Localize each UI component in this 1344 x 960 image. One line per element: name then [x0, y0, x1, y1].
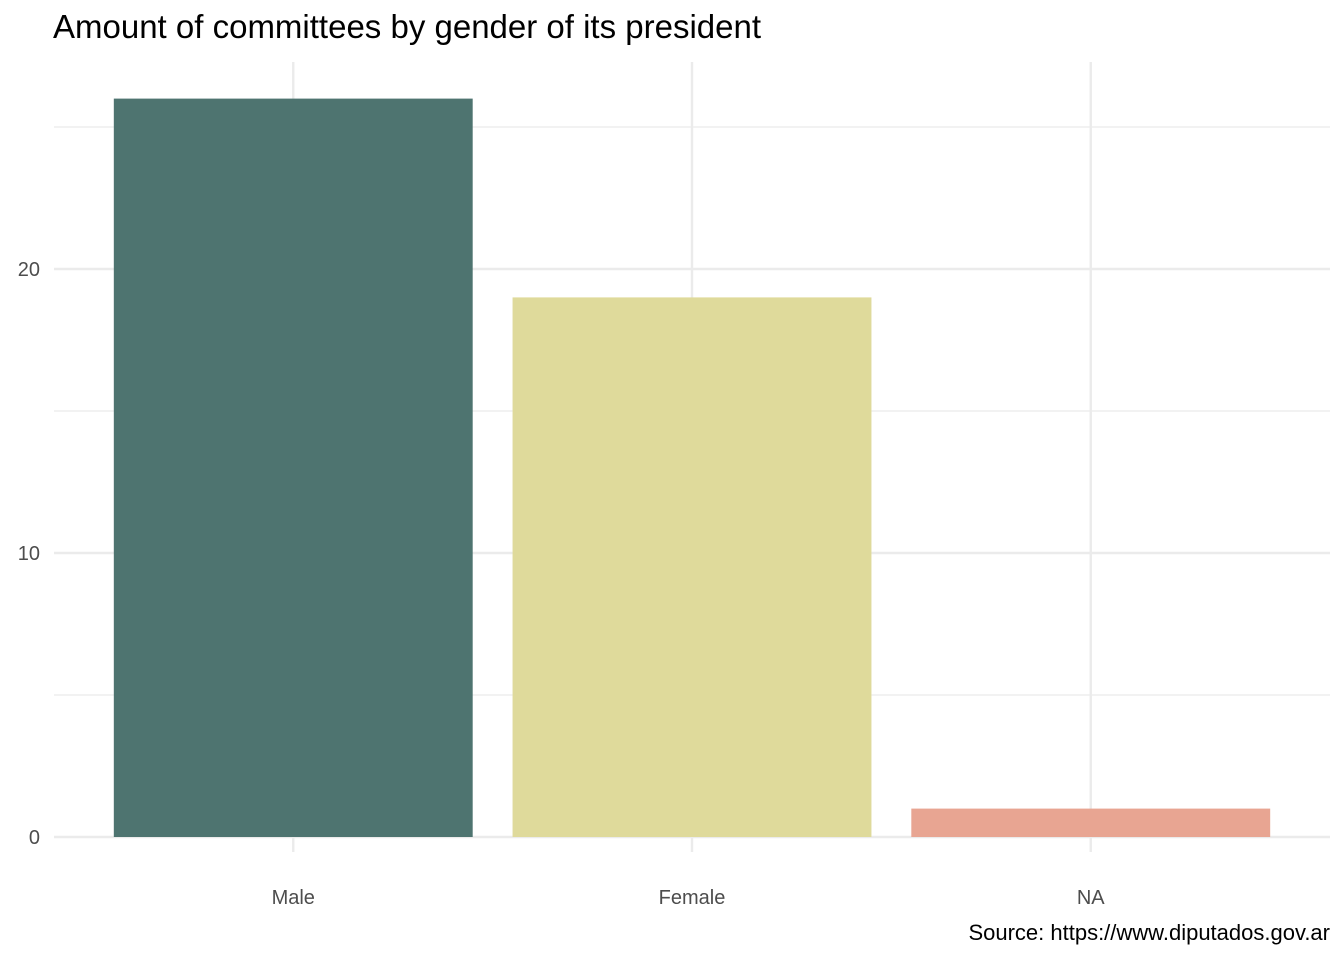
y-tick-label: 0: [29, 827, 40, 849]
bar-female: [512, 297, 872, 837]
x-tick-label: NA: [1077, 887, 1105, 909]
bar-na: [911, 808, 1271, 837]
bars: [113, 98, 1271, 838]
source-caption: Source: https://www.diputados.gov.ar: [968, 920, 1330, 945]
x-tick-label: Female: [659, 887, 726, 909]
chart-title: Amount of committees by gender of its pr…: [53, 8, 762, 45]
x-tick-label: Male: [272, 887, 315, 909]
x-axis-ticks: Male Female NA: [272, 887, 1106, 909]
y-axis-ticks: 0 10 20: [18, 259, 40, 849]
y-tick-label: 10: [18, 543, 40, 565]
y-tick-label: 20: [18, 259, 40, 281]
bar-male: [113, 98, 473, 838]
